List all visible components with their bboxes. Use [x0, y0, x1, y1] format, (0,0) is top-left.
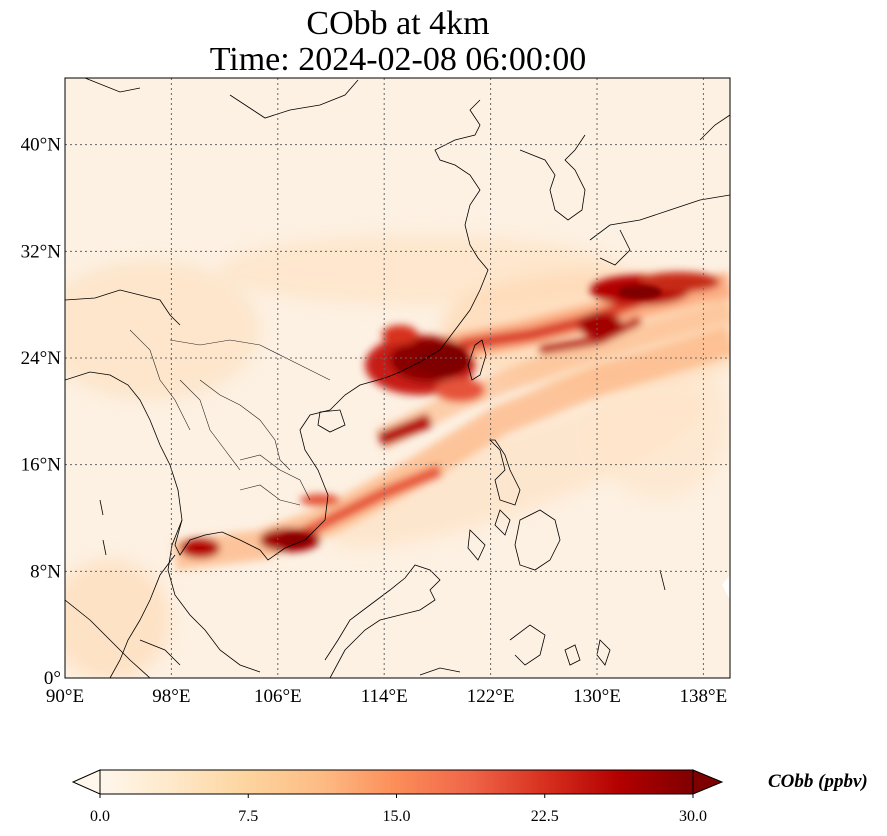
colorbar-tick-label: 30.0 — [679, 808, 707, 825]
colorbar-tick-label: 15.0 — [383, 808, 411, 825]
lat-tick-label: 24°N — [21, 348, 62, 369]
map-frame — [64, 77, 731, 679]
lat-tick-label: 40°N — [21, 135, 62, 156]
map-title-line-1: CObb at 4km — [306, 5, 490, 42]
lat-tick-label: 0° — [44, 668, 61, 689]
lat-tick-label: 8°N — [30, 561, 61, 582]
lat-tick-label: 16°N — [21, 455, 62, 476]
colorbar: 0.0 7.5 15.0 22.5 30.0 CObb (ppbv) — [71, 769, 868, 825]
lon-tick-label: 130°E — [573, 686, 621, 707]
latitude-tick-labels: 0° 8°N 16°N 24°N 32°N 40°N — [21, 135, 62, 689]
lon-tick-label: 138°E — [680, 686, 728, 707]
map-title-line-2: Time: 2024-02-08 06:00:00 — [209, 41, 587, 78]
colorbar-tick-label: 0.0 — [90, 808, 110, 825]
colorbar-tick-label: 22.5 — [531, 808, 559, 825]
colorbar-ticks: 0.0 7.5 15.0 22.5 30.0 — [90, 794, 707, 825]
coastlines — [65, 78, 730, 678]
lon-tick-label: 90°E — [46, 686, 84, 707]
colorbar-tick-label: 7.5 — [238, 808, 258, 825]
plume-cores — [281, 285, 662, 546]
country-borders — [129, 329, 331, 506]
concentration-field — [65, 78, 730, 678]
lon-tick-label: 122°E — [467, 686, 515, 707]
colorbar-extend-min — [71, 769, 101, 795]
lon-tick-label: 106°E — [254, 686, 302, 707]
lon-tick-label: 98°E — [152, 686, 190, 707]
colorbar-label: CObb (ppbv) — [768, 771, 868, 792]
lon-tick-label: 114°E — [361, 686, 408, 707]
lat-tick-label: 32°N — [21, 241, 62, 262]
colorbar-gradient — [99, 769, 694, 795]
colorbar-extend-max — [692, 769, 724, 795]
gridlines — [65, 78, 730, 678]
longitude-tick-labels: 90°E 98°E 106°E 114°E 122°E 130°E 138°E — [46, 686, 727, 707]
